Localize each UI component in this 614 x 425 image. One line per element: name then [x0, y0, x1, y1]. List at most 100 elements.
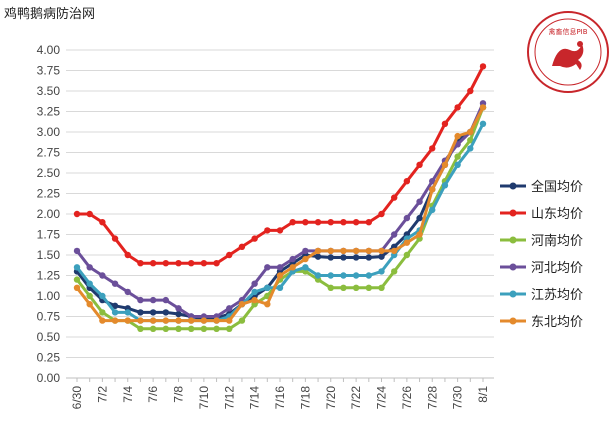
data-point [352, 284, 360, 291]
data-point [238, 301, 246, 308]
x-tick-label: 7/22 [349, 386, 363, 410]
legend-label: 山东均价 [531, 207, 583, 222]
data-point [314, 272, 322, 279]
y-tick-label: 1.50 [37, 248, 61, 262]
data-point [86, 292, 93, 300]
data-point [276, 272, 284, 279]
legend-item: 东北均价 [500, 315, 583, 330]
data-point [416, 161, 423, 168]
legend-label: 东北均价 [531, 315, 583, 330]
data-point [200, 325, 208, 332]
data-point [162, 309, 170, 316]
data-point [352, 254, 360, 261]
data-point [416, 231, 423, 238]
data-point [111, 280, 119, 287]
legend-item: 山东均价 [500, 207, 583, 222]
x-tick-label: 7/26 [400, 386, 414, 410]
data-point [340, 254, 347, 261]
y-tick-label: 4.00 [37, 43, 61, 57]
data-point [327, 254, 334, 261]
data-point [276, 284, 284, 291]
data-point [264, 301, 271, 308]
data-point [403, 251, 411, 259]
data-point [73, 276, 81, 283]
data-point [251, 296, 258, 304]
data-point [124, 317, 131, 324]
data-point [289, 255, 296, 263]
legend-label: 全国均价 [531, 179, 583, 195]
legend-marker [509, 263, 517, 271]
data-point [416, 198, 423, 205]
data-point [302, 255, 309, 263]
data-point [289, 219, 296, 226]
y-tick-label: 1.00 [37, 289, 61, 303]
legend-item: 江苏均价 [500, 287, 583, 303]
legend-marker [509, 182, 517, 190]
data-point [86, 264, 93, 271]
data-point [327, 247, 334, 255]
data-point [124, 309, 131, 316]
data-point [314, 247, 322, 255]
data-point [175, 317, 182, 324]
chart-series [73, 63, 487, 332]
data-point [454, 104, 461, 111]
data-point [441, 182, 449, 189]
data-point [111, 302, 119, 310]
data-point [467, 87, 474, 95]
data-point [264, 227, 271, 234]
data-point [340, 219, 347, 226]
x-tick-label: 7/6 [146, 386, 160, 403]
data-point [86, 210, 93, 218]
data-point [175, 305, 182, 312]
data-point [365, 254, 373, 261]
y-tick-label: 0.25 [37, 351, 61, 365]
data-point [429, 206, 436, 214]
data-point [365, 284, 373, 291]
x-tick-label: 7/10 [197, 386, 211, 410]
data-point [352, 219, 360, 226]
legend-item: 河南均价 [500, 233, 583, 249]
chart-gridlines [66, 49, 494, 379]
data-point [467, 145, 474, 152]
data-point [175, 310, 182, 318]
data-point [86, 301, 93, 308]
data-point [403, 239, 411, 246]
data-point [454, 161, 461, 168]
logo-text: 禽畜信息PIB [548, 27, 587, 36]
data-point [467, 137, 474, 144]
series-东北均价 [73, 104, 487, 324]
data-point [251, 288, 258, 296]
data-point [378, 253, 385, 260]
x-tick-label: 7/8 [172, 386, 186, 403]
x-axis: 6/30 7/2 7/4 7/6 7/8 7/10 7/12 7/14 7/16 7/18 7/20… [66, 377, 494, 410]
data-point [149, 317, 157, 324]
data-point [365, 247, 373, 255]
y-tick-label: 3.00 [37, 125, 61, 139]
data-point [467, 128, 474, 136]
data-point [276, 264, 284, 271]
x-tick-label: 8/1 [476, 386, 490, 403]
data-point [454, 132, 461, 140]
y-axis: 0.00 0.25 0.50 0.75 1.00 1.25 1.50 1.75 2.00 2.25… [37, 43, 61, 385]
data-point [111, 309, 119, 316]
legend-marker [509, 209, 517, 217]
legend-item: 河北均价 [500, 261, 583, 276]
data-point [390, 268, 398, 275]
data-point [137, 309, 144, 316]
data-point [187, 317, 195, 324]
data-point [390, 247, 398, 255]
y-tick-label: 0.00 [37, 371, 61, 385]
data-point [390, 231, 398, 238]
y-tick-label: 0.50 [37, 330, 61, 344]
data-point [99, 292, 106, 300]
data-point [365, 219, 373, 226]
y-tick-label: 1.25 [37, 269, 61, 283]
data-point [137, 296, 144, 304]
data-point [86, 280, 93, 287]
data-point [479, 63, 487, 70]
data-point [340, 247, 347, 255]
data-point [200, 317, 208, 324]
x-tick-label: 7/24 [375, 386, 389, 410]
data-point [365, 272, 373, 279]
